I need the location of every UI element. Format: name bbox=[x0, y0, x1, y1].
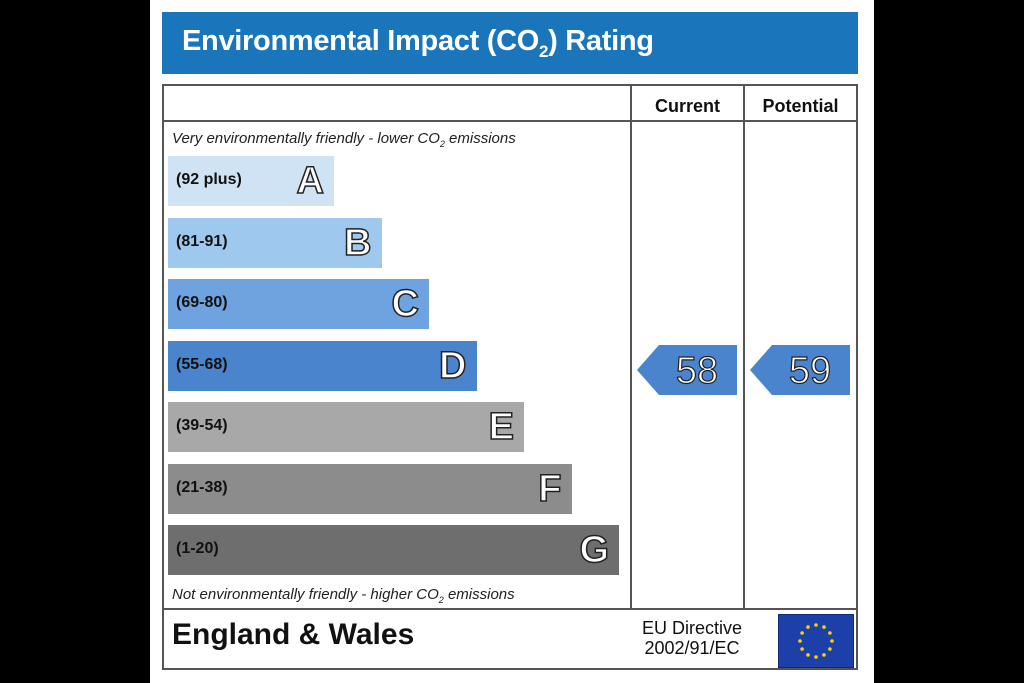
band-c: (69-80) C bbox=[168, 279, 429, 329]
eu-star bbox=[798, 639, 802, 643]
current-rating-arrow: 58 bbox=[637, 344, 737, 395]
current-column-header: Current bbox=[654, 96, 720, 116]
eu-star bbox=[806, 653, 810, 657]
eu-star bbox=[830, 639, 834, 643]
eu-star bbox=[800, 647, 804, 651]
rating-frame: Current Potential Very environmentally f… bbox=[162, 84, 858, 670]
band-letter: A bbox=[296, 159, 325, 203]
potential-arrow-shape bbox=[750, 344, 850, 395]
eu-star bbox=[814, 623, 818, 627]
eu-star bbox=[828, 631, 832, 635]
bottom-note: Not environmentally friendly - higher CO… bbox=[172, 586, 515, 605]
band-g: (1-20) G bbox=[168, 525, 619, 575]
potential-rating-value: 59 bbox=[788, 349, 832, 392]
eu-star bbox=[806, 625, 810, 629]
band-f: (21-38) F bbox=[168, 463, 572, 514]
eu-star bbox=[822, 653, 826, 657]
footer-divider bbox=[164, 608, 856, 610]
band-letter: F bbox=[538, 467, 563, 511]
epc-sheet: Environmental Impact (CO2) Rating Curren… bbox=[150, 0, 874, 683]
title-bar: Environmental Impact (CO2) Rating bbox=[162, 12, 858, 74]
band-range-label: (55-68) bbox=[176, 355, 228, 373]
potential-column-header: Potential bbox=[762, 96, 839, 116]
band-letter: B bbox=[343, 221, 372, 265]
eu-flag-icon bbox=[778, 614, 854, 668]
header-divider bbox=[164, 120, 856, 122]
footer-country: England & Wales bbox=[172, 618, 415, 651]
band-range-label: (1-20) bbox=[176, 540, 219, 557]
band-letter: D bbox=[438, 344, 467, 388]
band-e: (39-54) E bbox=[168, 402, 524, 452]
band-range-label: (21-38) bbox=[176, 478, 228, 496]
current-rating-value: 58 bbox=[675, 349, 719, 392]
band-range-label: (92 plus) bbox=[176, 171, 242, 188]
eu-star bbox=[822, 625, 826, 629]
band-d: (55-68) D bbox=[168, 340, 477, 391]
eu-star bbox=[828, 647, 832, 651]
potential-column-divider bbox=[743, 86, 745, 610]
footer-directive: EU Directive 2002/91/EC bbox=[612, 618, 772, 658]
band-letter: C bbox=[391, 282, 420, 326]
directive-line-1: EU Directive bbox=[641, 618, 743, 638]
band-b: (81-91) B bbox=[168, 217, 382, 268]
current-column-divider bbox=[630, 86, 632, 610]
band-range-label: (81-91) bbox=[176, 232, 228, 250]
eu-star bbox=[814, 655, 818, 659]
band-letter: G bbox=[579, 528, 610, 572]
potential-rating-arrow: 59 bbox=[750, 344, 850, 395]
band-a: (92 plus) A bbox=[168, 156, 334, 206]
band-range-label: (69-80) bbox=[176, 294, 228, 311]
current-arrow-shape bbox=[637, 344, 737, 395]
directive-line-2: 2002/91/EC bbox=[644, 638, 740, 658]
top-note: Very environmentally friendly - lower CO… bbox=[172, 130, 516, 149]
band-range-label: (39-54) bbox=[176, 417, 228, 434]
eu-star bbox=[800, 631, 804, 635]
band-letter: E bbox=[488, 405, 515, 449]
chart-title: Environmental Impact (CO2) Rating bbox=[182, 25, 654, 61]
